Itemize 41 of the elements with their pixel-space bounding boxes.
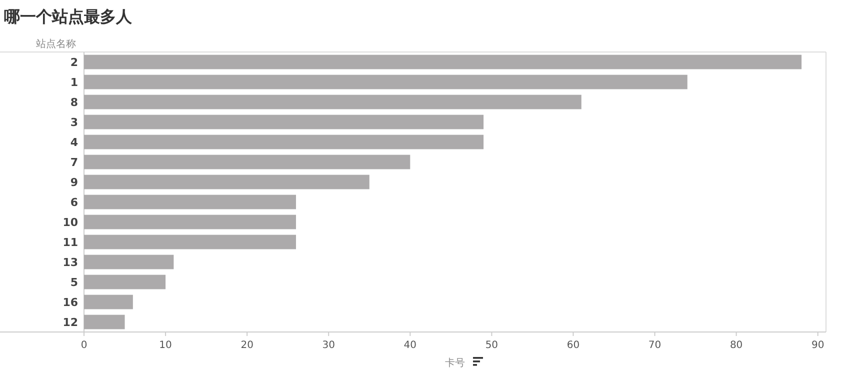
- y-tick-label: 13: [62, 256, 78, 269]
- y-tick-label: 5: [70, 276, 78, 289]
- y-tick-label: 10: [62, 216, 78, 229]
- y-tick-label: 12: [62, 316, 78, 329]
- bar: [84, 234, 296, 250]
- bar: [84, 214, 296, 230]
- y-tick-label: 9: [70, 176, 78, 189]
- y-tick-label: 11: [62, 236, 78, 249]
- y-tick-label: 6: [70, 196, 78, 209]
- bar: [84, 194, 296, 210]
- y-tick-label: 8: [70, 96, 78, 109]
- bar: [84, 154, 410, 170]
- y-tick-label: 2: [70, 56, 78, 69]
- chart-title: 哪一个站点最多人: [4, 7, 133, 26]
- x-tick-label: 30: [322, 340, 335, 351]
- x-tick-label: 70: [648, 340, 662, 351]
- bar: [84, 94, 582, 110]
- x-tick-label: 60: [566, 340, 580, 351]
- y-axis-title: 站点名称: [36, 38, 76, 50]
- x-tick-label: 90: [811, 340, 824, 351]
- y-tick-label: 16: [62, 296, 78, 309]
- bar: [84, 134, 484, 150]
- x-tick-label: 40: [404, 340, 417, 351]
- y-tick-label: 3: [70, 116, 78, 129]
- x-tick-label: 0: [80, 340, 88, 351]
- y-tick-label: 1: [70, 76, 78, 89]
- x-tick-label: 80: [730, 340, 743, 351]
- y-tick-label: 4: [70, 136, 78, 149]
- x-axis-title: 卡号: [445, 357, 465, 369]
- bar: [84, 254, 174, 270]
- y-tick-label: 7: [70, 156, 78, 169]
- x-tick-label: 10: [159, 340, 172, 351]
- bar: [84, 174, 370, 190]
- bar: [84, 294, 133, 310]
- bar: [84, 54, 802, 70]
- x-tick-label: 20: [240, 340, 254, 351]
- bar: [84, 114, 484, 130]
- bar: [84, 314, 125, 330]
- bar: [84, 274, 166, 290]
- bar: [84, 74, 688, 90]
- x-tick-label: 50: [485, 340, 498, 351]
